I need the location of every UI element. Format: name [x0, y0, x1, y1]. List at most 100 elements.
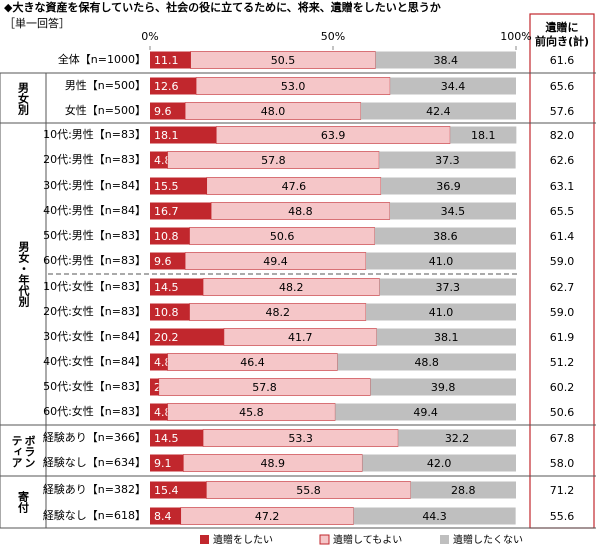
bar-segment [150, 328, 224, 346]
value-label: 48.9 [261, 457, 286, 470]
value-label: 9.1 [154, 457, 172, 470]
value-label: 48.8 [288, 205, 313, 218]
total-label: 65.5 [550, 205, 575, 218]
bar-segment [380, 177, 516, 195]
value-label: 34.4 [441, 80, 466, 93]
legend-swatch [319, 534, 330, 545]
bar-segment [150, 278, 204, 296]
value-label: 4.8 [154, 356, 172, 369]
value-label: 32.2 [445, 432, 470, 445]
value-label: 57.8 [252, 381, 277, 394]
value-label: 48.2 [265, 306, 290, 319]
value-label: 53.3 [288, 432, 313, 445]
value-label: 15.4 [154, 484, 179, 497]
value-label: 42.4 [426, 105, 451, 118]
category-label: 全体【n=1000】 [58, 52, 146, 66]
category-label: 60代:女性【n=83】 [43, 404, 146, 418]
value-label: 55.8 [296, 484, 321, 497]
total-label: 57.6 [550, 105, 575, 118]
bar-segment [389, 202, 516, 220]
totals-header: 遺贈に [545, 20, 579, 34]
legend-label: 遺贈してもよい [333, 533, 402, 546]
value-label: 48.8 [414, 356, 439, 369]
value-label: 50.6 [270, 230, 295, 243]
total-label: 58.0 [550, 457, 575, 470]
bar-segment [337, 353, 516, 371]
category-label: 10代:女性【n=83】 [43, 279, 146, 293]
value-label: 45.8 [239, 406, 264, 419]
value-label: 36.9 [436, 180, 461, 193]
total-label: 51.2 [550, 356, 575, 369]
value-label: 12.6 [154, 80, 179, 93]
value-label: 4.8 [154, 406, 172, 419]
bar-segment [398, 429, 516, 447]
bar-segment [360, 102, 516, 120]
value-label: 38.4 [433, 54, 458, 67]
value-label: 9.6 [154, 255, 172, 268]
bar-segment [150, 403, 168, 421]
total-label: 50.6 [550, 406, 575, 419]
value-label: 8.4 [154, 510, 172, 523]
total-label: 61.9 [550, 331, 575, 344]
bar-segment [365, 252, 516, 270]
category-label: 10代:男性【n=83】 [43, 127, 146, 141]
group-label: 寄付 [16, 491, 30, 513]
bar-segment [150, 252, 186, 270]
bar-segment [150, 102, 186, 120]
value-label: 18.1 [154, 129, 179, 142]
bar-segment [375, 51, 516, 69]
category-label: 30代:男性【n=84】 [43, 178, 146, 192]
total-label: 59.0 [550, 306, 575, 319]
bar-segment [335, 403, 516, 421]
bar-segment [167, 403, 336, 421]
total-label: 62.6 [550, 154, 575, 167]
value-label: 20.2 [154, 331, 179, 344]
bar-segment [150, 454, 184, 472]
total-label: 61.6 [550, 54, 575, 67]
bar-segment [150, 481, 207, 499]
total-label: 61.4 [550, 230, 575, 243]
bar-segment [150, 507, 181, 525]
total-label: 67.8 [550, 432, 575, 445]
value-label: 11.1 [154, 54, 179, 67]
value-label: 4.8 [154, 154, 172, 167]
value-label: 39.8 [431, 381, 456, 394]
bar-segment [150, 353, 168, 371]
bar-segment [150, 378, 159, 396]
value-label: 50.5 [271, 54, 296, 67]
total-label: 60.2 [550, 381, 575, 394]
bar-segment [150, 177, 207, 195]
bar-segment [150, 202, 212, 220]
value-label: 48.2 [279, 281, 304, 294]
total-label: 71.2 [550, 484, 575, 497]
total-label: 82.0 [550, 129, 575, 142]
value-label: 42.0 [427, 457, 452, 470]
value-label: 47.2 [255, 510, 280, 523]
value-label: 49.4 [263, 255, 288, 268]
bar-segment [206, 481, 411, 499]
value-label: 10.8 [154, 230, 179, 243]
category-label: 20代:男性【n=83】 [43, 152, 146, 166]
bar-segment [150, 227, 190, 245]
total-label: 59.0 [550, 255, 575, 268]
category-label: 50代:男性【n=83】 [43, 228, 146, 242]
value-label: 49.4 [413, 406, 438, 419]
chart-title: ◆大きな資産を保有していたら、社会の役に立てるために、将来、遺贈をしたいと思うか [4, 0, 441, 14]
legend-swatch [440, 535, 449, 544]
value-label: 46.4 [240, 356, 265, 369]
value-label: 28.8 [451, 484, 476, 497]
bar-segment [150, 126, 217, 144]
value-label: 14.5 [154, 432, 179, 445]
total-label: 55.6 [550, 510, 575, 523]
category-label: 60代:男性【n=83】 [43, 253, 146, 267]
bar-segment [365, 303, 516, 321]
value-label: 41.7 [288, 331, 313, 344]
group-label: 男女別 [16, 81, 30, 115]
totals-header: 前向き(計) [535, 34, 589, 48]
category-label: 20代:女性【n=83】 [43, 304, 146, 318]
value-label: 16.7 [154, 205, 179, 218]
value-label: 37.3 [435, 154, 460, 167]
value-label: 15.5 [154, 180, 179, 193]
value-label: 10.8 [154, 306, 179, 319]
